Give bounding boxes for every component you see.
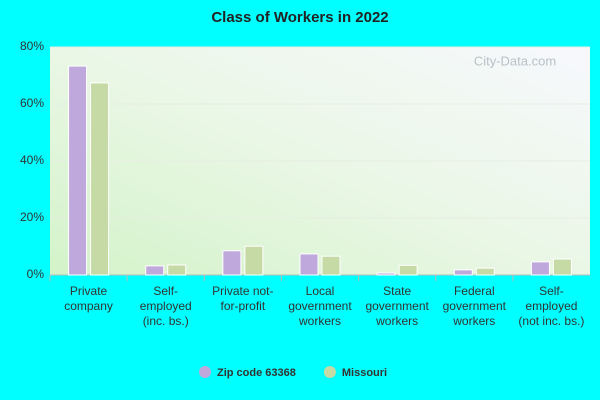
x-tick-label: Private not-for-profit [212,284,274,313]
bar [299,253,319,276]
watermark: City-Data.com [474,53,556,68]
bar [321,255,341,276]
x-tick-label: Self-employed (not inc. bs.) [518,284,585,328]
bar [244,245,264,276]
y-tick-label: 80% [20,39,44,53]
legend-marker [199,366,211,378]
legend-marker [323,366,336,378]
bar [90,82,110,276]
y-tick-label: 40% [20,153,44,167]
x-tick-label: Private company [64,284,113,313]
legend-label: Missouri [342,367,387,379]
y-tick-label: 60% [20,96,44,110]
x-tick-label: State government workers [365,284,429,328]
bar [552,258,572,276]
bar [475,267,495,276]
bar [145,265,165,276]
bar [167,264,187,276]
bar [398,264,418,276]
chart-title: Class of Workers in 2022 [211,9,388,26]
bar [68,65,88,276]
bar [530,261,550,276]
x-tick-label: Federal government workers [442,284,506,328]
x-tick-label: Local government workers [288,284,352,328]
bar [453,269,473,276]
y-tick-label: 0% [27,267,45,281]
bar [376,272,396,276]
bar [222,250,242,276]
y-tick-label: 20% [20,210,44,224]
legend-label: Zip code 63368 [217,367,296,379]
x-tick-label: Self-employed (inc. bs.) [139,284,192,328]
